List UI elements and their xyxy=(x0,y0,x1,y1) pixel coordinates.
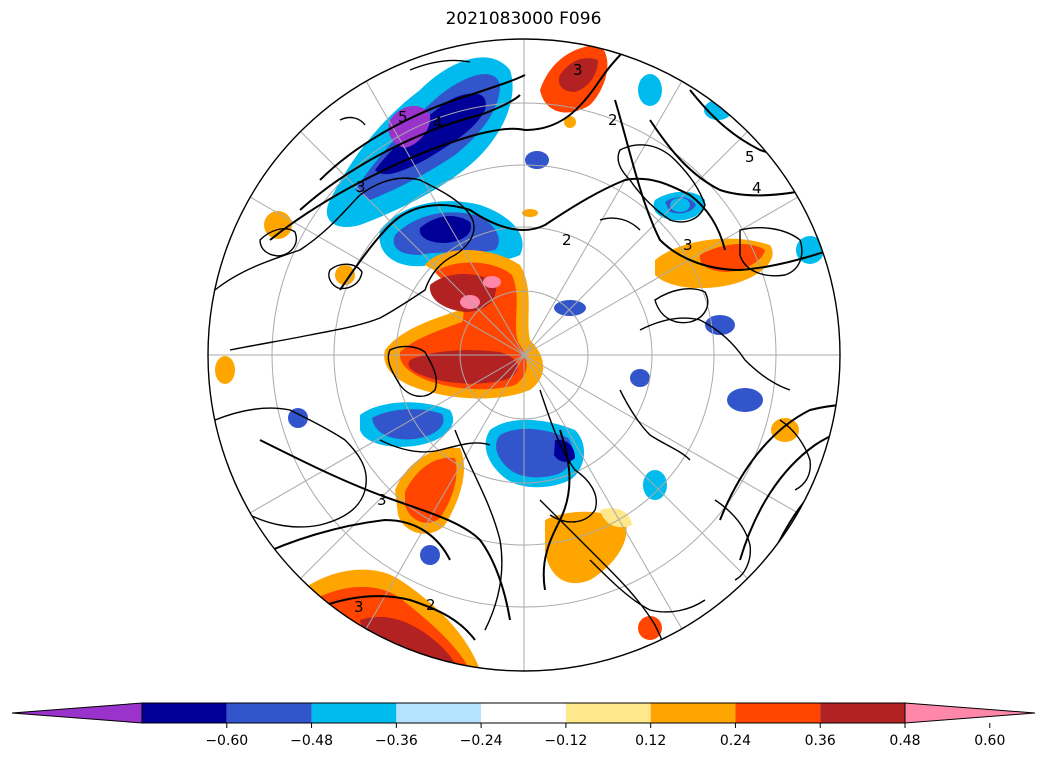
colorbar-segment xyxy=(311,703,397,723)
contour-labels: 5 4 3 3 2 2 3 3 4 5 3 2 xyxy=(354,61,762,616)
field-blob-4 xyxy=(727,388,763,412)
colorbar-segment xyxy=(226,703,312,723)
contour-line-southeast xyxy=(542,429,571,591)
colorbar-tick-label: −0.36 xyxy=(375,733,418,749)
contour-line-south-2 xyxy=(249,518,451,561)
contour-label: 4 xyxy=(752,179,762,197)
field-neg-southeast-deep xyxy=(554,439,575,462)
field-neg-central-deep xyxy=(419,216,471,243)
map-boundary xyxy=(207,38,841,672)
contour-label: 2 xyxy=(608,111,618,129)
field-pos-polar-peak2 xyxy=(483,276,501,288)
contour-label: 2 xyxy=(426,596,436,614)
colorbar-segment xyxy=(650,703,736,723)
colorbar-tick-label: 0.12 xyxy=(635,733,666,749)
field-blob-16 xyxy=(564,116,576,128)
field-pos-top-core xyxy=(558,58,598,92)
field-blob-14 xyxy=(771,418,799,442)
field-blob-17 xyxy=(522,209,538,217)
colorbar-tick-label: −0.24 xyxy=(460,733,503,749)
contour-line-3-east xyxy=(614,99,831,272)
field-blob-15 xyxy=(215,356,235,384)
map-title: 2021083000 F096 xyxy=(445,9,602,29)
colorbar-tick-label: −0.60 xyxy=(205,733,248,749)
field-pos-polar-peak xyxy=(460,295,480,309)
colorbar-tick-label: −0.48 xyxy=(290,733,333,749)
colorbar-frame xyxy=(141,702,906,724)
colorbar-segment xyxy=(142,703,227,723)
field-blob-7 xyxy=(420,545,440,565)
colorbar-segment xyxy=(735,703,821,723)
field-neg-southeast-core xyxy=(496,428,573,478)
colorbar-segment xyxy=(820,703,905,723)
colorbar-extend-high xyxy=(904,702,1036,724)
contour-label: 3 xyxy=(683,236,693,254)
field-blob-11 xyxy=(525,151,549,169)
graticule xyxy=(208,39,840,671)
field-blob-19 xyxy=(638,74,662,106)
contour-line-3-north xyxy=(269,49,626,241)
contour-label: 3 xyxy=(356,178,366,196)
contour-label: 3 xyxy=(354,598,364,616)
contour-line-2 xyxy=(339,177,726,291)
field-neg-north-deep xyxy=(375,93,486,175)
colorbar-segment xyxy=(481,703,566,723)
contour-label: 3 xyxy=(377,491,387,509)
contour-label: 5 xyxy=(745,148,755,166)
colorbar-segment xyxy=(396,703,482,723)
contour-line-4-east xyxy=(649,119,831,197)
field-blob-12 xyxy=(670,198,690,212)
field-blob-13 xyxy=(796,236,824,264)
colorbar-segment xyxy=(565,703,651,723)
contour-line-south-1 xyxy=(259,439,511,621)
colorbar-tick-label: −0.12 xyxy=(544,733,587,749)
field-blob-5 xyxy=(630,369,650,387)
field-blob-3 xyxy=(288,408,308,428)
field-blob-6 xyxy=(643,470,667,500)
contour-line-5 xyxy=(319,74,526,181)
field-blob-8 xyxy=(638,616,662,640)
colorbar-extend-low xyxy=(11,702,143,724)
contour-label: 4 xyxy=(433,114,443,132)
colorbar-tick-label: 0.48 xyxy=(889,733,920,749)
contour-label: 2 xyxy=(562,231,572,249)
colorbar-tick-label: 0.36 xyxy=(805,733,836,749)
field-pos-east-core xyxy=(699,243,765,272)
contour-line-4 xyxy=(299,94,521,211)
colorbar: −0.60 −0.48 −0.36 −0.24 −0.12 0.12 0.24 0.36 0.4… xyxy=(11,702,1036,749)
field-pos-south-core xyxy=(405,457,457,523)
contour-label: 5 xyxy=(398,108,408,126)
field-blob-10 xyxy=(554,300,586,316)
contour-label: 3 xyxy=(573,61,583,79)
field-blob-2 xyxy=(335,265,355,285)
field-pos-south-east-2 xyxy=(600,508,632,528)
colorbar-tick-label: 0.24 xyxy=(720,733,751,749)
colorbar-tick-label: 0.60 xyxy=(974,733,1005,749)
